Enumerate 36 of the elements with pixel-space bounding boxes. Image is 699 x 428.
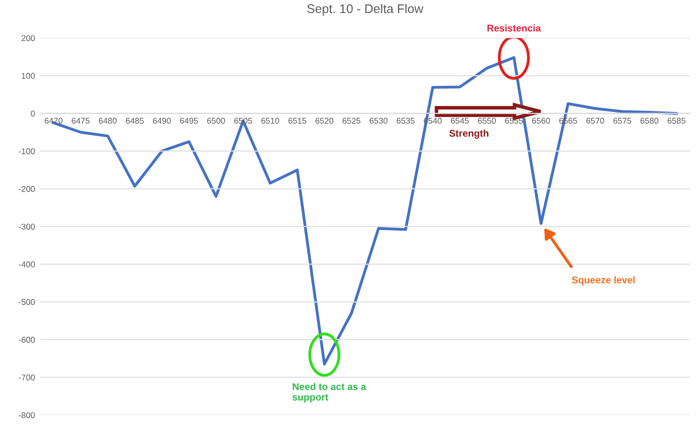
annotation: Strength xyxy=(449,130,488,139)
x-tick-label: 6580 xyxy=(640,118,658,124)
y-tick-label: -100 xyxy=(18,148,35,154)
y-tick-label: -200 xyxy=(18,186,35,192)
x-tick-label: 6575 xyxy=(613,118,632,124)
annotation: Need to act as a support xyxy=(292,382,366,402)
y-tick-label: 200 xyxy=(22,35,35,42)
x-tick-label: 6515 xyxy=(288,118,306,124)
y-tick-label: 0 xyxy=(30,110,35,116)
y-tick-label: 100 xyxy=(22,72,35,79)
y-tick-label: -400 xyxy=(18,261,35,268)
x-tick-label: 6500 xyxy=(207,118,225,124)
x-tick-label: 6485 xyxy=(126,118,144,124)
y-tick-label: -800 xyxy=(18,412,35,418)
x-tick-label: 6525 xyxy=(342,118,360,124)
x-tick-label: 6550 xyxy=(478,118,496,124)
x-tick-label: 6480 xyxy=(98,118,117,124)
y-tick-label: -500 xyxy=(18,299,35,305)
x-tick-label: 6530 xyxy=(370,118,388,124)
x-tick-label: 6470 xyxy=(44,118,62,124)
y-tick-label: -600 xyxy=(18,336,35,343)
x-tick-label: 6535 xyxy=(396,118,415,124)
x-tick-label: 6475 xyxy=(72,118,90,124)
chart-title: Sept. 10 - Delta Flow xyxy=(307,4,424,16)
x-tick-label: 6560 xyxy=(532,118,550,124)
x-tick-label: 6585 xyxy=(668,118,686,124)
y-tick-label: -300 xyxy=(18,224,35,230)
x-tick-label: 6520 xyxy=(316,118,334,124)
x-tick-label: 6545 xyxy=(450,118,469,124)
x-tick-label: 6490 xyxy=(153,118,171,124)
annotation: Squeeze level xyxy=(572,276,635,286)
y-tick-label: -700 xyxy=(18,374,35,380)
x-tick-label: 6495 xyxy=(180,118,198,124)
x-tick-label: 6570 xyxy=(586,118,604,124)
text: Resistencia xyxy=(487,24,541,32)
x-tick-label: 6510 xyxy=(261,118,280,124)
